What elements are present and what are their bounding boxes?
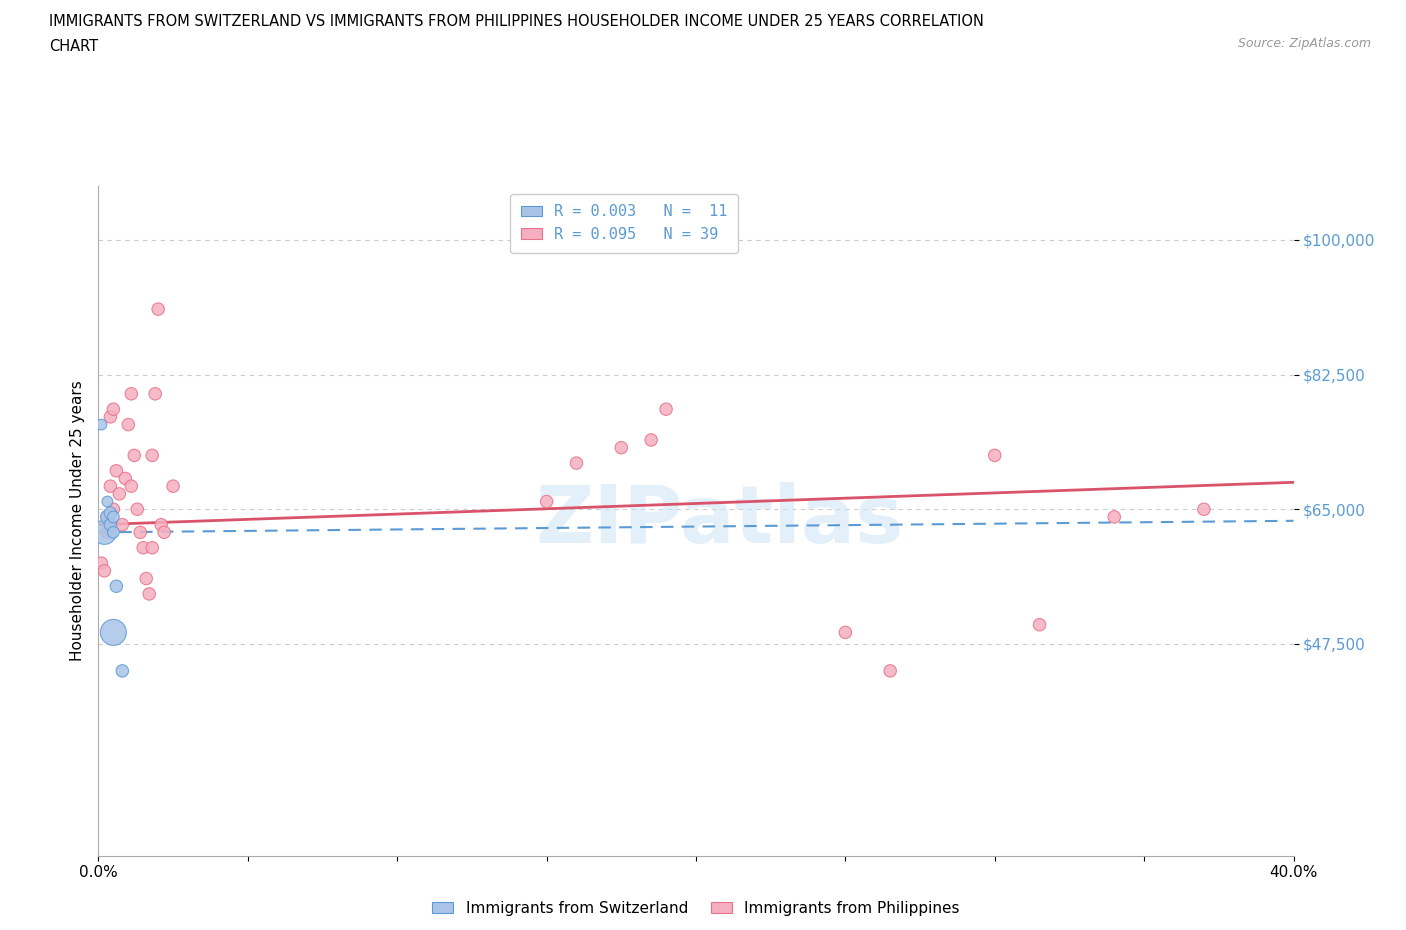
Point	[114, 471, 136, 485]
Point	[153, 525, 176, 539]
Text: IMMIGRANTS FROM SWITZERLAND VS IMMIGRANTS FROM PHILIPPINES HOUSEHOLDER INCOME UN: IMMIGRANTS FROM SWITZERLAND VS IMMIGRANT…	[49, 14, 984, 29]
Point	[132, 540, 155, 555]
Point	[98, 517, 122, 532]
Point	[103, 625, 125, 640]
Point	[103, 402, 125, 417]
Point	[111, 517, 134, 532]
Point	[1192, 502, 1215, 517]
Point	[90, 418, 112, 432]
Point	[834, 625, 856, 640]
Point	[610, 440, 633, 455]
Point	[98, 506, 122, 521]
Text: CHART: CHART	[49, 39, 98, 54]
Point	[1104, 510, 1126, 525]
Point	[120, 479, 142, 494]
Point	[879, 663, 901, 678]
Point	[103, 525, 125, 539]
Point	[138, 587, 160, 602]
Point	[96, 510, 118, 525]
Point	[117, 418, 139, 432]
Point	[90, 556, 112, 571]
Point	[655, 402, 678, 417]
Point	[565, 456, 588, 471]
Point	[1028, 618, 1050, 632]
Point	[983, 448, 1005, 463]
Point	[536, 494, 558, 509]
Point	[98, 409, 122, 424]
Point	[98, 479, 122, 494]
Point	[120, 386, 142, 401]
Point	[105, 578, 128, 593]
Point	[162, 479, 184, 494]
Point	[127, 502, 149, 517]
Text: ZIPatlas: ZIPatlas	[536, 482, 904, 560]
Point	[96, 525, 118, 539]
Y-axis label: Householder Income Under 25 years: Householder Income Under 25 years	[69, 380, 84, 661]
Point	[111, 663, 134, 678]
Point	[148, 301, 170, 316]
Point	[105, 463, 128, 478]
Point	[96, 494, 118, 509]
Point	[141, 540, 163, 555]
Point	[96, 510, 118, 525]
Point	[135, 571, 157, 586]
Point	[124, 448, 146, 463]
Legend: Immigrants from Switzerland, Immigrants from Philippines: Immigrants from Switzerland, Immigrants …	[426, 895, 966, 922]
Point	[103, 510, 125, 525]
Point	[93, 525, 115, 539]
Point	[141, 448, 163, 463]
Point	[640, 432, 662, 447]
Point	[150, 517, 173, 532]
Text: Source: ZipAtlas.com: Source: ZipAtlas.com	[1237, 37, 1371, 50]
Point	[143, 386, 166, 401]
Point	[108, 486, 131, 501]
Point	[129, 525, 152, 539]
Point	[103, 502, 125, 517]
Point	[93, 564, 115, 578]
